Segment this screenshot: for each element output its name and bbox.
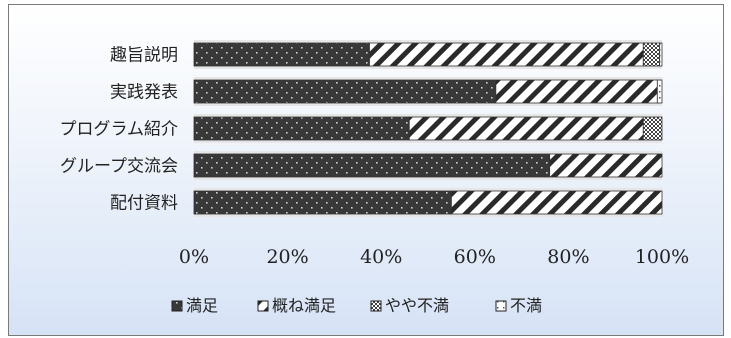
legend-swatch	[257, 300, 269, 312]
bar-2-3	[408, 116, 644, 141]
bar-4-1	[659, 42, 663, 67]
legend-label: やや不満	[385, 296, 449, 315]
category-label: 配付資料	[110, 194, 178, 214]
legend-swatch	[370, 300, 382, 312]
legend-swatch	[495, 300, 507, 312]
bar-2-1	[369, 42, 644, 67]
bar-4-2	[656, 79, 663, 104]
category-label: 趣旨説明	[110, 46, 178, 66]
bar-3-1	[642, 42, 661, 67]
legend-label: 満足	[186, 296, 218, 315]
bar-1-5	[193, 190, 452, 215]
legend-label: 不満	[510, 296, 542, 315]
bar-2-5	[450, 190, 663, 215]
category-label: グループ交流会	[60, 157, 178, 177]
bar-2-2	[495, 79, 658, 104]
x-tick-label: 0%	[179, 246, 209, 268]
x-tick-label: 20%	[266, 246, 308, 268]
bar-1-2	[193, 79, 497, 104]
category-label: プログラム紹介	[60, 120, 179, 140]
legend-swatch	[171, 300, 183, 312]
bar-1-3	[193, 116, 410, 141]
bar-1-4	[193, 153, 551, 178]
bar-3-3	[642, 116, 663, 141]
x-tick-label: 100%	[635, 246, 689, 268]
category-label: 実践発表	[110, 83, 178, 103]
bar-1-1	[193, 42, 370, 67]
chart-area: 趣旨説明実践発表プログラム紹介 グループ交流会配付資料 0% 20% 40% 60% 80…	[8, 4, 724, 336]
x-tick-label: 80%	[547, 246, 589, 268]
x-tick-label: 40%	[360, 246, 402, 268]
x-tick-label: 60%	[454, 246, 496, 268]
legend-label: 概ね満足	[272, 296, 336, 315]
bar-2-4	[549, 153, 663, 178]
